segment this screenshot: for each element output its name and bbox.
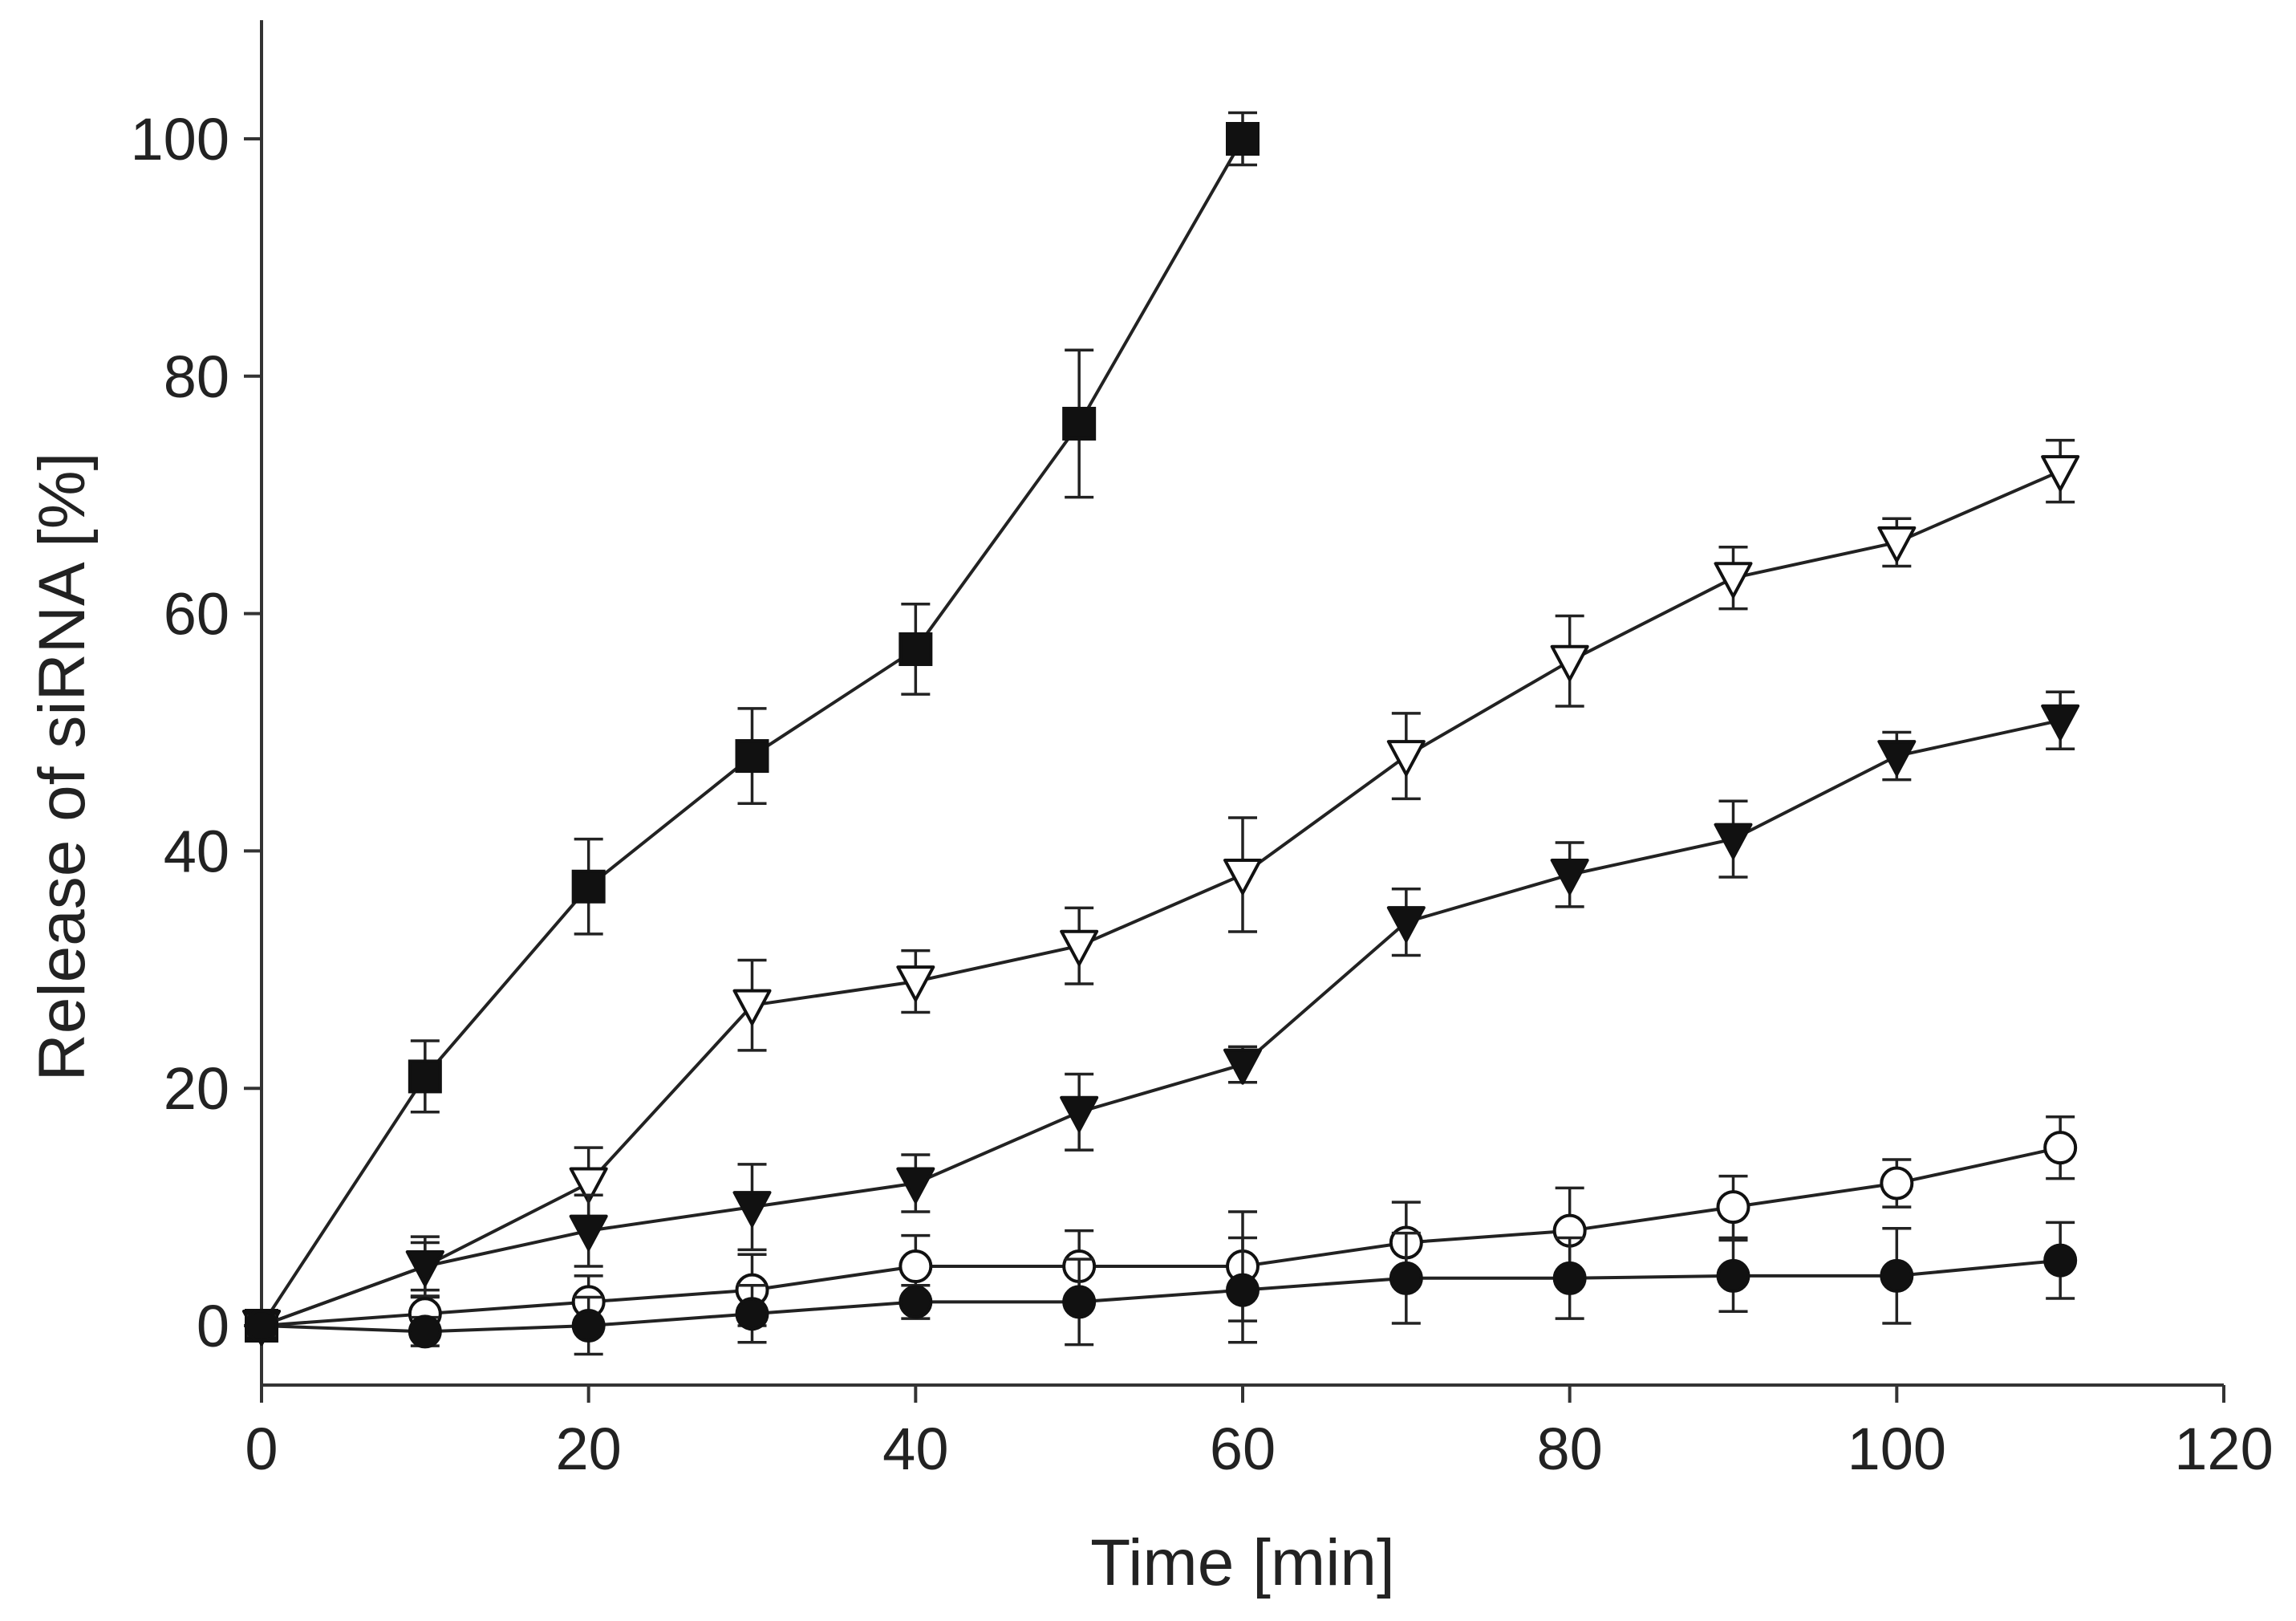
x-tick-label: 20 [556,1416,622,1482]
data-point [1716,1258,1750,1293]
data-point [1550,858,1589,895]
axes: 0 20 40 60 80 100 120 0 20 40 60 80 100 [131,20,2274,1482]
data-point [569,1214,608,1251]
data-point [1389,1261,1423,1295]
y-tick-label: 100 [131,106,229,173]
data-point [732,989,772,1026]
data-point [1223,1048,1262,1085]
data-point [1716,1190,1750,1225]
x-axis-title: Time [min] [1090,1526,1395,1599]
y-tick-label: 0 [197,1293,229,1359]
series-5 [245,1221,2078,1356]
y-axis-title: Release of siRNA [%] [26,453,99,1082]
x-tick-label: 120 [2174,1416,2273,1482]
y-tick-label: 40 [164,818,229,884]
data-point [896,1167,935,1204]
data-point [1226,1273,1260,1307]
data-point [2041,455,2080,492]
data-point [1226,122,1260,156]
data-point [1552,1261,1587,1295]
data-point [899,1285,933,1319]
data-point [732,1191,772,1228]
data-point [1223,858,1262,895]
data-point [571,1309,606,1343]
data-point [1060,1095,1099,1132]
data-point [735,739,769,774]
data-point [1880,1258,1914,1293]
data-point [569,1167,608,1204]
data-point [899,1249,933,1284]
data-point [896,965,935,1002]
series-2 [242,438,2080,1346]
data-point [1386,906,1426,943]
data-point [1550,644,1589,681]
data-point [2043,1243,2078,1278]
data-point [1877,526,1917,563]
data-point [1062,1285,1097,1319]
data-point [1386,740,1426,777]
data-point [405,1250,444,1287]
series-1 [245,111,1260,1343]
data-point [2041,704,2080,741]
data-point [1060,929,1099,966]
y-tick-label: 60 [164,581,229,648]
data-point [245,1309,278,1343]
data-point [735,1297,769,1331]
series-line [261,469,2061,1327]
data-point [1062,406,1097,441]
data-point [1714,823,1753,859]
series-4 [245,1115,2078,1343]
x-tick-label: 100 [1848,1416,1946,1482]
x-tick-label: 0 [245,1416,278,1482]
y-tick-label: 20 [164,1055,229,1122]
y-tick-label: 80 [164,343,229,410]
data-point [408,1314,442,1349]
x-tick-label: 80 [1537,1416,1603,1482]
series-line [261,1146,2061,1327]
series-line [261,1258,2061,1334]
series-3 [242,690,2080,1346]
data-point [899,632,933,666]
series-line [261,718,2061,1327]
x-tick-label: 40 [882,1416,948,1482]
data-point [1880,1166,1914,1201]
data-point [1714,562,1753,599]
data-point [1877,740,1917,777]
x-tick-label: 60 [1210,1416,1276,1482]
series-group [242,111,2080,1356]
data-point [2043,1131,2078,1165]
data-point [408,1059,442,1094]
data-point [571,869,606,904]
